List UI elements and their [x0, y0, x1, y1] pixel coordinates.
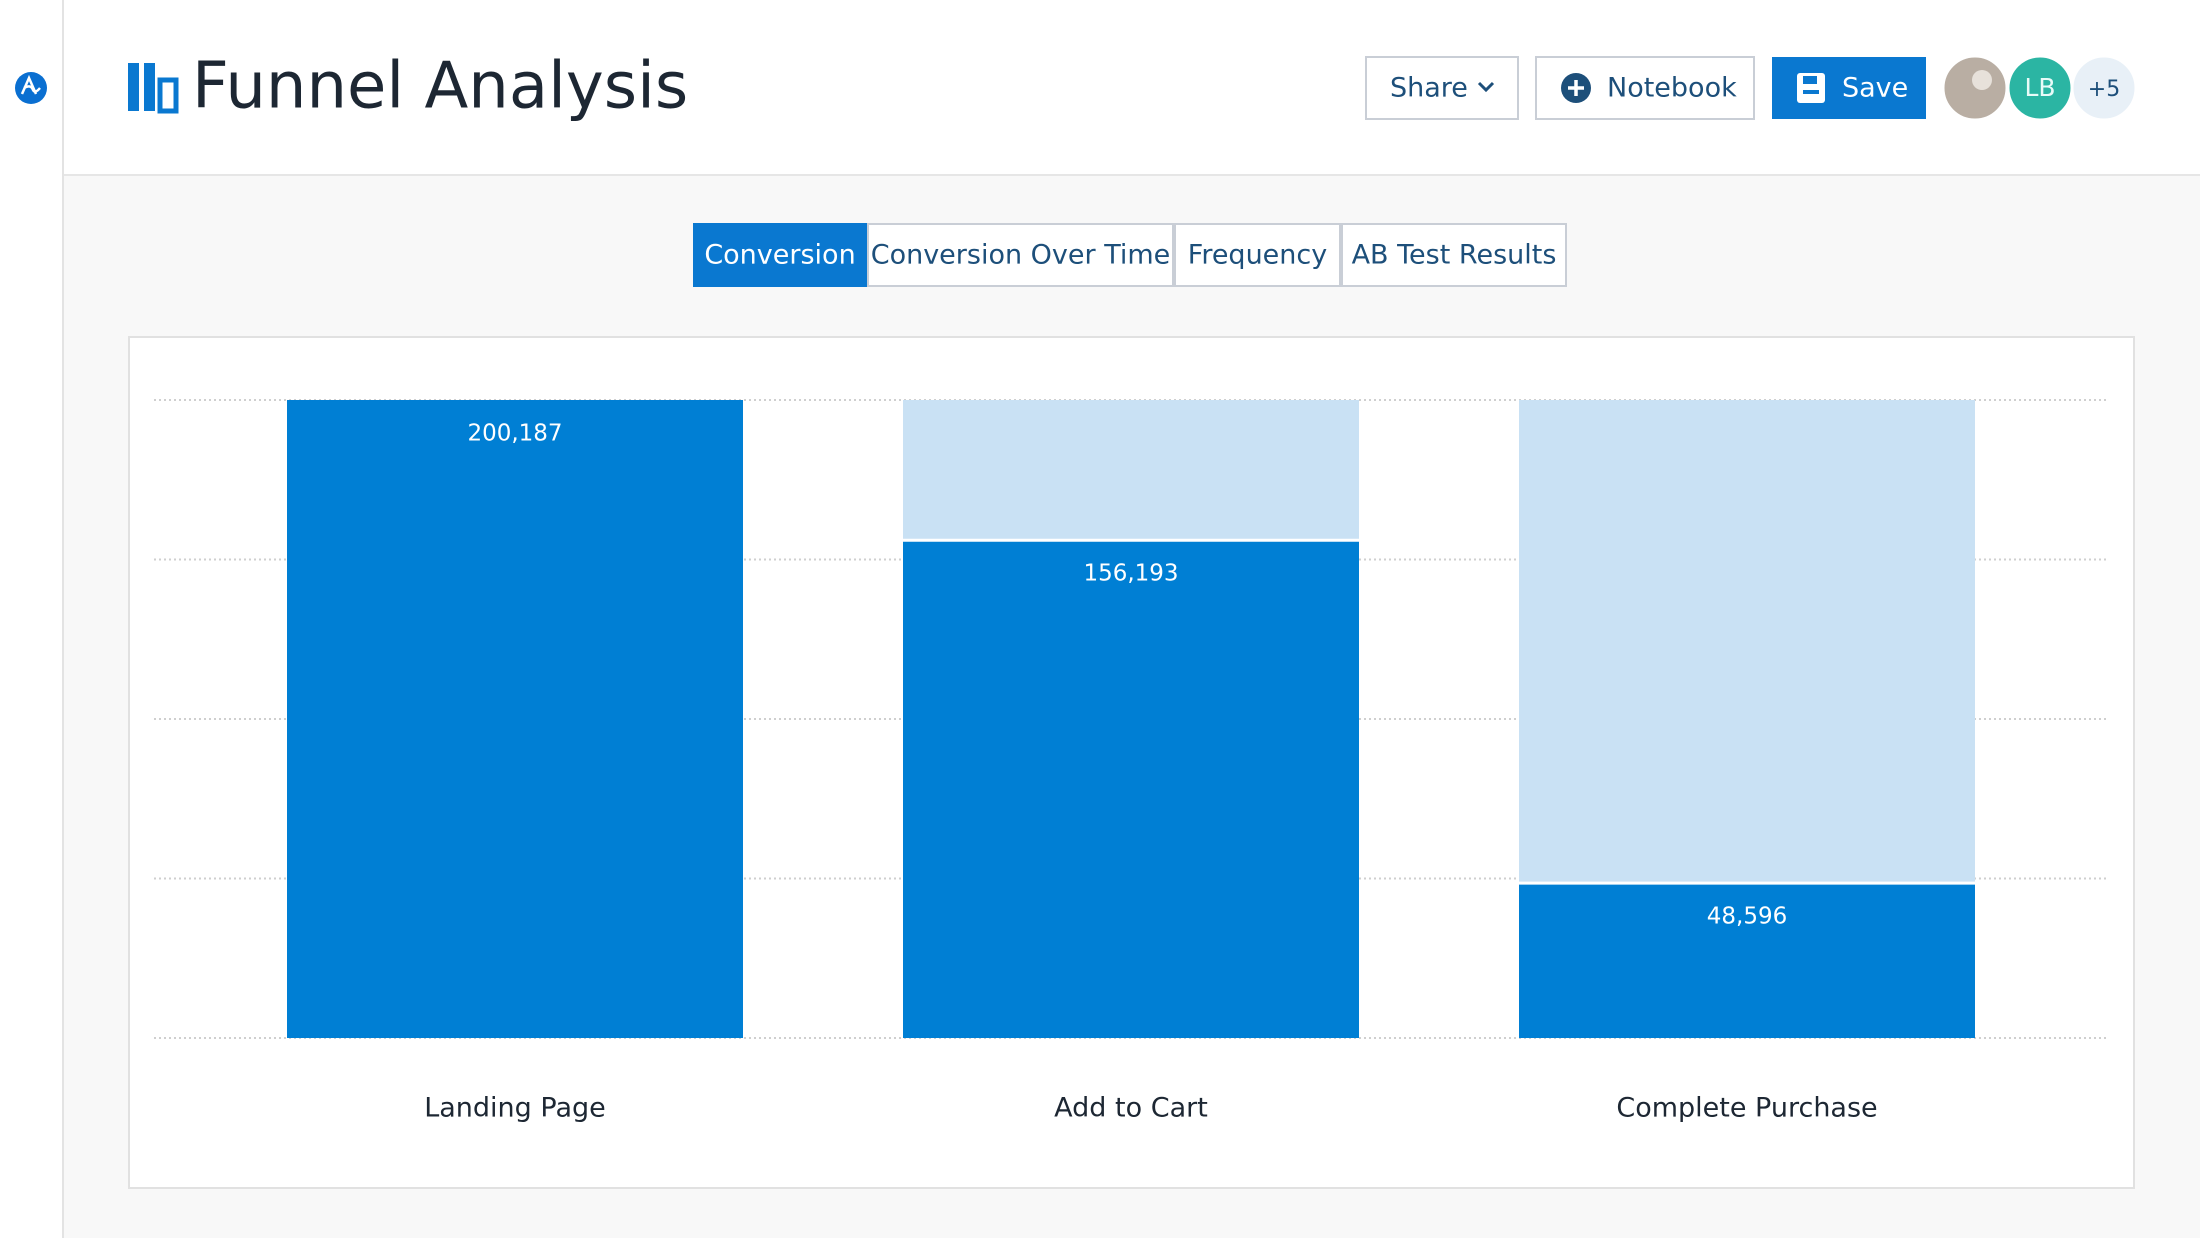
value-label: 48,596 — [1707, 904, 1787, 930]
share-button[interactable]: Share — [1365, 56, 1519, 120]
save-icon-slot — [1803, 76, 1817, 84]
tab-label: Frequency — [1188, 240, 1328, 271]
value-label: 156,193 — [1083, 561, 1178, 587]
chevron — [1477, 81, 1495, 93]
tab[interactable]: Frequency — [1174, 223, 1341, 287]
tab-label: AB Test Results — [1352, 240, 1557, 271]
tab[interactable]: Conversion Over Time — [867, 223, 1174, 287]
collaborators[interactable]: +5 LB — [1941, 54, 2138, 122]
notebook-button[interactable]: Notebook — [1535, 56, 1755, 120]
tab-frame — [867, 223, 1174, 287]
view-tabs: Conversion Conversion Over Time Frequency A… — [693, 223, 1567, 287]
avatar-photo — [1941, 54, 2009, 122]
avatar-more-label: +5 — [2088, 77, 2120, 102]
tab[interactable]: AB Test Results — [1341, 223, 1567, 287]
icon-bar — [144, 63, 155, 111]
funnel-icon — [128, 63, 179, 114]
x-tick-label: Complete Purchase — [1616, 1093, 1877, 1124]
button-frame — [1365, 56, 1519, 120]
save-icon-line — [1803, 90, 1819, 94]
avatar-initials-label: LB — [2024, 73, 2055, 102]
logo-mark — [20, 74, 41, 95]
bar — [287, 400, 743, 1038]
app-logo[interactable] — [15, 72, 47, 104]
avatar-photo-detail — [1972, 70, 1992, 90]
tab-frame — [693, 223, 867, 287]
x-tick-label: Add to Cart — [1054, 1093, 1208, 1124]
save-button[interactable]: Save — [1772, 57, 1926, 119]
tab-label: Conversion Over Time — [871, 240, 1171, 271]
button-label: Save — [1842, 73, 1908, 104]
tab-frame — [1174, 223, 1341, 287]
value-label: 200,187 — [467, 421, 562, 447]
bar — [903, 540, 1359, 1038]
tab-label: Conversion — [704, 240, 855, 271]
plus-sign — [1568, 80, 1584, 96]
page-title: Funnel Analysis — [192, 50, 688, 124]
tab[interactable]: Conversion — [693, 223, 867, 287]
bar — [1519, 883, 1975, 1038]
icon-bar — [157, 77, 179, 114]
button-label: Notebook — [1607, 73, 1737, 104]
funnel-chart: Landing Page 200,187 Add to Cart 156,193 Com… — [154, 399, 2107, 1124]
tab-frame — [1341, 223, 1567, 287]
icon-bar — [128, 63, 139, 111]
sidebar — [0, 0, 63, 1238]
x-tick-label: Landing Page — [424, 1093, 606, 1124]
button-label: Share — [1390, 73, 1468, 104]
